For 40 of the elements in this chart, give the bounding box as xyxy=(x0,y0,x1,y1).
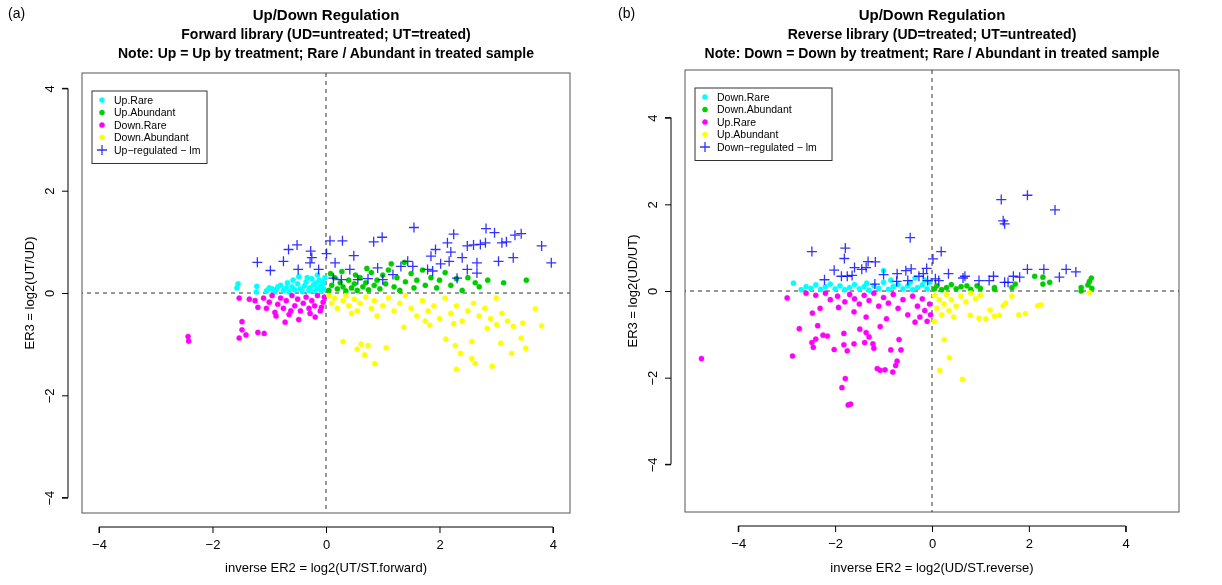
legend-label: Down.Rare xyxy=(114,118,167,131)
x-tick-label: −2 xyxy=(205,537,221,552)
legend-label: Up−regulated − lm xyxy=(114,143,201,156)
x-tick-label: 2 xyxy=(436,537,444,552)
x-tick-label: 0 xyxy=(928,536,937,551)
x-tick-label: 4 xyxy=(1122,536,1130,551)
chart-title: Up/Down Regulation xyxy=(858,6,1006,23)
y-tick-label: 0 xyxy=(42,289,57,298)
y-tick-label: −4 xyxy=(42,490,57,506)
y-tick-label: 0 xyxy=(645,287,660,296)
y-tick-label: 2 xyxy=(42,187,57,195)
y-tick-label: 4 xyxy=(645,114,660,122)
y-axis-title: ER3 = log2(UT/UD) xyxy=(22,236,37,350)
y-tick-label: −2 xyxy=(645,370,660,386)
text: (a) xyxy=(8,5,26,21)
legend-label: Down−regulated − lm xyxy=(717,140,818,153)
chart-subtitle: Forward library (UD=untreated; UT=treated) Note: Up = Up by treatment; Rare / Abundant in treated sample xyxy=(117,26,535,61)
x-tick-label: 4 xyxy=(549,537,558,552)
chart-subtitle: Reverse library (UD=treated; UT=untreated) Note: Down = Down by treatment; Rare / Abundant in treated sample xyxy=(704,26,1160,61)
chart-title: Up/Down Regulation xyxy=(252,6,400,23)
x-tick-label: 2 xyxy=(1025,536,1033,551)
x-axis-title: inverse ER2 = log2(UT/ST.forward) xyxy=(225,560,427,575)
x-tick-label: −2 xyxy=(828,536,844,551)
legend-label: Up.Rare xyxy=(717,115,757,128)
legend-label: Up.Abundant xyxy=(717,128,779,140)
y-tick-label: 2 xyxy=(645,201,660,209)
y-tick-label: 4 xyxy=(42,85,57,93)
text: (b) xyxy=(618,5,636,21)
legend-label: Down.Abundant xyxy=(717,103,792,115)
y-tick-label: −2 xyxy=(42,388,57,404)
x-axis-title: inverse ER2 = log2(UD/ST.reverse) xyxy=(830,560,1034,575)
x-tick-label: 0 xyxy=(322,537,331,552)
y-axis-title: ER3 = log2(UD/UT) xyxy=(625,234,640,348)
x-tick-label: −4 xyxy=(92,537,107,552)
legend-label: Down.Abundant xyxy=(114,131,189,143)
legend-label: Up.Rare xyxy=(114,93,154,106)
x-tick-label: −4 xyxy=(731,536,747,551)
y-tick-label: −4 xyxy=(645,457,660,473)
legend-label: Up.Abundant xyxy=(114,106,176,118)
legend-label: Down.Rare xyxy=(717,90,770,103)
